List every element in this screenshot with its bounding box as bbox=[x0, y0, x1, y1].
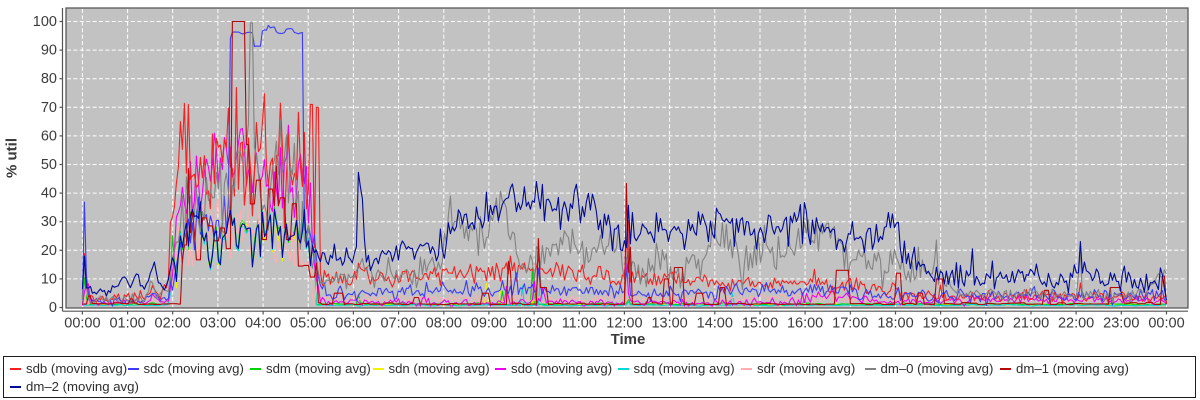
svg-text:11:00: 11:00 bbox=[562, 316, 597, 332]
svg-text:20: 20 bbox=[41, 243, 57, 259]
svg-text:07:00: 07:00 bbox=[380, 316, 416, 332]
svg-text:12:00: 12:00 bbox=[606, 316, 642, 332]
svg-text:03:00: 03:00 bbox=[200, 316, 236, 332]
svg-text:05:00: 05:00 bbox=[290, 316, 326, 332]
svg-text:22:00: 22:00 bbox=[1058, 316, 1094, 332]
svg-text:06:00: 06:00 bbox=[335, 316, 371, 332]
svg-text:13:00: 13:00 bbox=[651, 316, 687, 332]
svg-text:70: 70 bbox=[41, 100, 57, 116]
svg-text:00:00: 00:00 bbox=[64, 316, 100, 332]
svg-text:10: 10 bbox=[41, 271, 57, 287]
svg-text:18:00: 18:00 bbox=[877, 316, 913, 332]
svg-text:15:00: 15:00 bbox=[742, 316, 778, 332]
svg-text:50: 50 bbox=[41, 157, 57, 173]
svg-text:14:00: 14:00 bbox=[697, 316, 733, 332]
svg-text:16:00: 16:00 bbox=[787, 316, 823, 332]
svg-text:10:00: 10:00 bbox=[516, 316, 552, 332]
svg-text:Time: Time bbox=[611, 331, 646, 348]
svg-text:21:00: 21:00 bbox=[1013, 316, 1049, 332]
svg-text:09:00: 09:00 bbox=[471, 316, 507, 332]
svg-text:% util: % util bbox=[4, 138, 21, 178]
svg-text:90: 90 bbox=[41, 43, 57, 59]
svg-text:08:00: 08:00 bbox=[426, 316, 462, 332]
svg-text:00:00: 00:00 bbox=[1148, 316, 1184, 332]
svg-text:40: 40 bbox=[41, 186, 57, 202]
svg-text:60: 60 bbox=[41, 128, 57, 144]
svg-text:30: 30 bbox=[41, 214, 57, 230]
svg-text:23:00: 23:00 bbox=[1103, 316, 1139, 332]
svg-text:80: 80 bbox=[41, 71, 57, 87]
svg-text:20:00: 20:00 bbox=[968, 316, 1004, 332]
svg-text:17:00: 17:00 bbox=[832, 316, 868, 332]
svg-text:19:00: 19:00 bbox=[922, 316, 958, 332]
svg-text:04:00: 04:00 bbox=[245, 316, 281, 332]
svg-text:01:00: 01:00 bbox=[109, 316, 145, 332]
svg-text:0: 0 bbox=[49, 300, 57, 316]
svg-text:100: 100 bbox=[33, 14, 57, 30]
svg-text:02:00: 02:00 bbox=[155, 316, 191, 332]
